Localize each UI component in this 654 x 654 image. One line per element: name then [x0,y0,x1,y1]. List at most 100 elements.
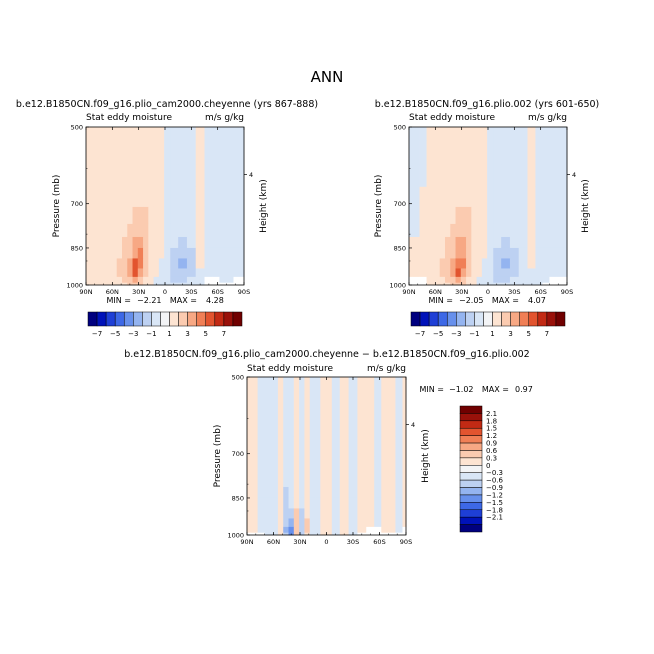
panel-1-cell [103,268,111,278]
panel-2-colorbar-label: −5 [433,330,443,338]
panel-3-cell [374,377,382,391]
panel-1-cell [148,276,154,284]
panel-1-cell [86,258,90,269]
panel-1-cell [226,247,234,259]
panel-3-cell [395,518,403,528]
panel-1-cell [164,127,171,141]
panel-2-cell [556,276,564,284]
panel-2-cell [493,258,502,269]
panel-3-cell [293,526,300,534]
panel-3-cell [257,414,266,438]
panel-1-cell [195,268,205,278]
panel-2-cell [409,164,413,188]
panel-1-right-axis-label: Height (km) [259,179,269,233]
panel-3-cell [250,390,258,416]
panel-2-cell [518,268,528,278]
panel-1-cell [158,247,165,259]
panel-3-cell [288,508,295,519]
panel-1-cell [132,268,139,278]
panel-2-cell [535,247,543,259]
panel-2-cell [426,282,434,286]
panel-2-cell [481,223,488,238]
panel-2-cell [426,276,434,284]
panel-2-cell [412,236,420,249]
panel-3-cell [374,436,382,458]
panel-1-cell [121,223,128,238]
panel-1-cell [143,223,149,238]
panel-3-plot-area: 90N 60N 30N 0 30S 60S 90S 500 700 850 1000 4 [227,374,415,547]
panel-1-cell [110,268,118,278]
panel-3-colorbar-label: −1.5 [486,499,503,507]
panel-1-cell [240,247,245,259]
panel-2-left-label: Stat eddy moisture [409,113,495,123]
panel-3-max-value: 0.97 [515,385,533,394]
panel-2-cell [419,206,427,225]
panel-2-cell [527,186,536,208]
panel-2-x-tick-label: 0 [486,288,490,296]
panel-2-colorbar-swatch [528,311,539,327]
panel-1-cell [103,140,111,166]
panel-2-cell [450,258,456,269]
panel-2-cell [535,268,543,278]
panel-2-cell [460,258,467,269]
panel-2-cell [450,247,456,259]
panel-1-cell [127,258,133,269]
panel-2-cell [444,276,451,284]
panel-2-cell [481,236,488,249]
panel-3-cell [250,377,258,391]
panel-3-cell [357,473,367,488]
panel-2-colorbar-swatch [474,311,484,327]
panel-1-cell [204,223,213,238]
panel-2-cell [518,186,528,208]
panel-2-cell [476,206,483,225]
panel-3-cell [339,497,349,509]
panel-3-cell [315,414,321,438]
panel-3-cell [247,497,251,509]
panel-2-cell [527,276,536,284]
panel-3-x-tick-label: 0 [324,538,328,546]
panel-3-cell [264,508,273,519]
panel-2-cell [509,247,520,259]
panel-2-colorbar-swatch [546,311,557,327]
panel-2-cell [471,282,477,286]
panel-2-cell [419,140,427,166]
panel-1-cell [170,127,179,141]
panel-2-cell [433,236,441,249]
panel-1-cell [170,258,179,269]
panel-2-cell [450,206,456,225]
panel-1-cell [170,282,179,286]
panel-1-right-label: m/s g/kg [205,113,244,123]
panel-1-cell [148,223,154,238]
panel-3-cell [250,532,258,536]
panel-2-cell [471,247,477,259]
panel-1-cell [132,206,139,225]
panel-3-cell [320,526,327,534]
panel-3-cell [388,456,396,475]
panel-2-cell [471,236,477,249]
figure-title: ANN [311,68,344,86]
panel-1-cell [116,186,123,208]
panel-3-cell [357,377,367,391]
panel-2-cell [433,282,441,286]
panel-2-max-value: 4.07 [528,296,546,305]
panel-2-cell [439,206,446,225]
panel-2-cell [556,236,564,249]
panel-1-cell [158,140,165,166]
panel-1-colorbar-swatch [178,311,188,327]
panel-1-cell [186,268,197,278]
panel-1-colorbar-swatch [196,311,207,327]
panel-1-cell [153,247,160,259]
panel-1-cell [212,223,220,238]
panel-2-cell [481,276,488,284]
panel-3-colorbar-swatch [459,465,483,473]
panel-3-cell [339,456,349,475]
panel-3-cell [357,456,367,475]
panel-1-cell [132,223,139,238]
panel-1-cell [233,140,241,166]
panel-2-cell [471,258,477,269]
panel-3-cell [357,486,367,499]
panel-1-cell [121,127,128,141]
panel-2-cell [460,268,467,278]
panel-3-cell [331,473,341,488]
panel-1-cell [116,140,123,166]
